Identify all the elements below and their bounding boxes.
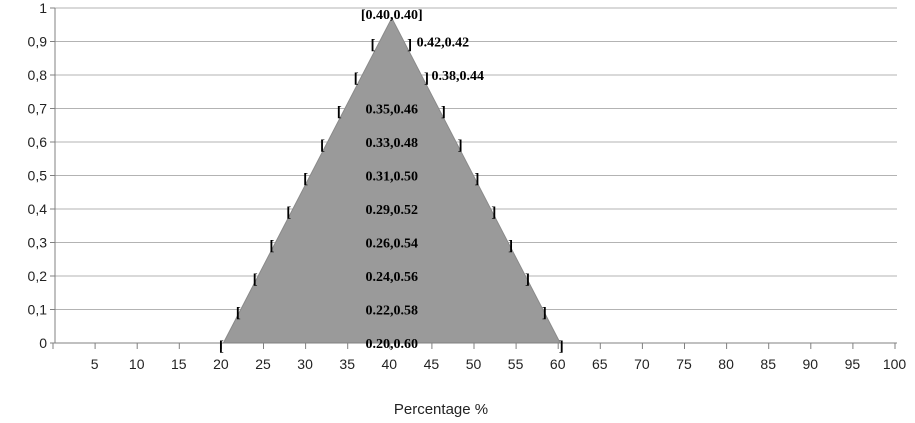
y-tick-label: 0,5 (28, 168, 48, 184)
interval-right-bracket: ] (508, 239, 513, 255)
x-tick-label: 95 (845, 356, 861, 372)
x-tick-label: 35 (339, 356, 355, 372)
x-tick-label: 90 (803, 356, 819, 372)
interval-left-bracket: [ (320, 138, 325, 154)
y-tick-label: 0,8 (28, 67, 48, 83)
interval-right-bracket: ] (491, 205, 496, 221)
x-tick-label: 40 (382, 356, 398, 372)
interval-label-peak: [0.40,0.40] (361, 8, 423, 23)
interval-left-bracket: [ (269, 239, 274, 255)
interval-right-bracket: ] (559, 339, 564, 355)
x-tick-label: 25 (255, 356, 271, 372)
y-tick-label: 1 (39, 0, 47, 16)
x-tick-label: 50 (466, 356, 482, 372)
interval-left-bracket: [ (354, 71, 359, 87)
x-tick-label: 70 (634, 356, 650, 372)
interval-right-bracket: ] (458, 138, 463, 154)
x-tick-label: 60 (550, 356, 566, 372)
interval-left-bracket: [ (337, 105, 342, 121)
interval-label: 0.24,0.56 (366, 270, 419, 285)
x-tick-label: 30 (297, 356, 313, 372)
interval-right-bracket: ] (441, 105, 446, 121)
interval-right-bracket: ] (542, 306, 547, 322)
interval-left-bracket: [ (286, 205, 291, 221)
x-tick-label: 80 (718, 356, 734, 372)
interval-label: 0.29,0.52 (366, 203, 419, 218)
y-tick-label: 0,7 (28, 101, 48, 117)
x-tick-label: 55 (508, 356, 524, 372)
y-tick-label: 0 (39, 335, 47, 351)
y-tick-label: 0,4 (28, 201, 48, 217)
x-tick-label: 85 (760, 356, 776, 372)
x-tick-label: 65 (592, 356, 608, 372)
x-tick-label: 100 (883, 356, 907, 372)
interval-label: 0.33,0.48 (366, 136, 419, 151)
x-tick-label: 5 (91, 356, 99, 372)
y-tick-label: 0,3 (28, 235, 48, 251)
x-tick-label: 15 (171, 356, 187, 372)
interval-left-bracket: [ (236, 306, 241, 322)
x-tick-label: 20 (213, 356, 229, 372)
interval-label: 0.20,0.60 (366, 337, 419, 352)
x-tick-label: 75 (676, 356, 692, 372)
interval-left-bracket: [ (219, 339, 224, 355)
x-tick-label: 10 (129, 356, 145, 372)
interval-label: 0.31,0.50 (366, 170, 419, 185)
interval-right-bracket: ] (407, 38, 412, 54)
y-tick-label: 0,1 (28, 302, 48, 318)
axes: 00,10,20,30,40,50,60,70,80,915 10 15 20 25 30… (28, 0, 907, 372)
interval-right-bracket: ] (525, 272, 530, 288)
interval-label: 0.26,0.54 (366, 237, 419, 252)
gridlines (55, 7, 897, 310)
x-tick-label: 45 (424, 356, 440, 372)
interval-label: 0.35,0.46 (366, 103, 419, 118)
interval-left-bracket: [ (370, 38, 375, 54)
y-tick-label: 0,6 (28, 134, 48, 150)
interval-label: 0.38,0.44 (431, 69, 484, 84)
y-tick-label: 0,2 (28, 268, 48, 284)
interval-left-bracket: [ (303, 172, 308, 188)
interval-right-bracket: ] (424, 71, 429, 87)
interval-left-bracket: [ (253, 272, 258, 288)
interval-label: 0.22,0.58 (366, 304, 419, 319)
interval-labels: [] 0.20,0.60 [] 0.22,0.58 [] 0.24,0.56 [] 0.26,… (219, 8, 564, 355)
interval-right-bracket: ] (475, 172, 480, 188)
x-axis-label: Percentage % (394, 401, 488, 418)
interval-label: 0.42,0.42 (417, 36, 470, 51)
y-tick-label: 0,9 (28, 34, 48, 50)
